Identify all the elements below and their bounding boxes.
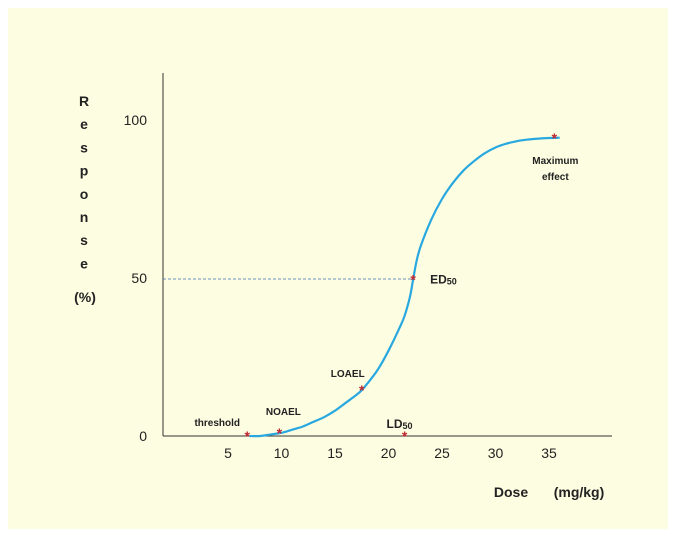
y-tick-label: 100	[124, 112, 148, 128]
data-point-marker: *	[277, 425, 283, 441]
data-point-marker: *	[359, 382, 365, 398]
x-tick-label: 10	[274, 445, 290, 461]
x-tick-label: 25	[434, 445, 450, 461]
data-point-marker: *	[410, 272, 416, 288]
x-tick-label: 35	[541, 445, 557, 461]
point-label: LOAEL	[331, 369, 365, 380]
x-tick-label: 15	[327, 445, 343, 461]
x-axis-title: Dose	[494, 484, 528, 500]
y-axis-title-letter: e	[80, 255, 88, 271]
y-axis-unit: (%)	[74, 289, 96, 305]
y-axis-title-letter: o	[80, 186, 89, 202]
y-axis-title-letter: s	[80, 139, 88, 155]
point-label: NOAEL	[266, 407, 301, 418]
point-label: ED50	[430, 273, 457, 287]
dose-response-curve	[249, 136, 560, 438]
x-axis-unit: (mg/kg)	[554, 484, 605, 500]
y-axis-title-letter: n	[80, 209, 89, 225]
y-axis-title-letter: R	[79, 93, 89, 109]
y-axis-title-letter: p	[80, 163, 89, 179]
data-point-marker: *	[402, 428, 408, 444]
point-label-subscript: 50	[447, 277, 457, 287]
data-point-marker: *	[552, 130, 558, 146]
point-label: threshold	[194, 418, 240, 429]
point-label: LD50	[387, 417, 413, 431]
x-tick-label: 5	[224, 445, 232, 461]
point-label-subscript: 50	[403, 421, 413, 431]
x-tick-label: 30	[488, 445, 504, 461]
point-label: Maximum	[532, 156, 578, 167]
chart-background	[8, 8, 668, 529]
y-axis-title-letter: s	[80, 232, 88, 248]
y-tick-label: 0	[139, 428, 147, 444]
x-tick-label: 20	[381, 445, 397, 461]
point-label-line2: effect	[542, 172, 569, 183]
data-point-marker: *	[245, 428, 251, 444]
y-axis-title-letter: e	[80, 116, 88, 132]
y-tick-label: 50	[131, 270, 147, 286]
